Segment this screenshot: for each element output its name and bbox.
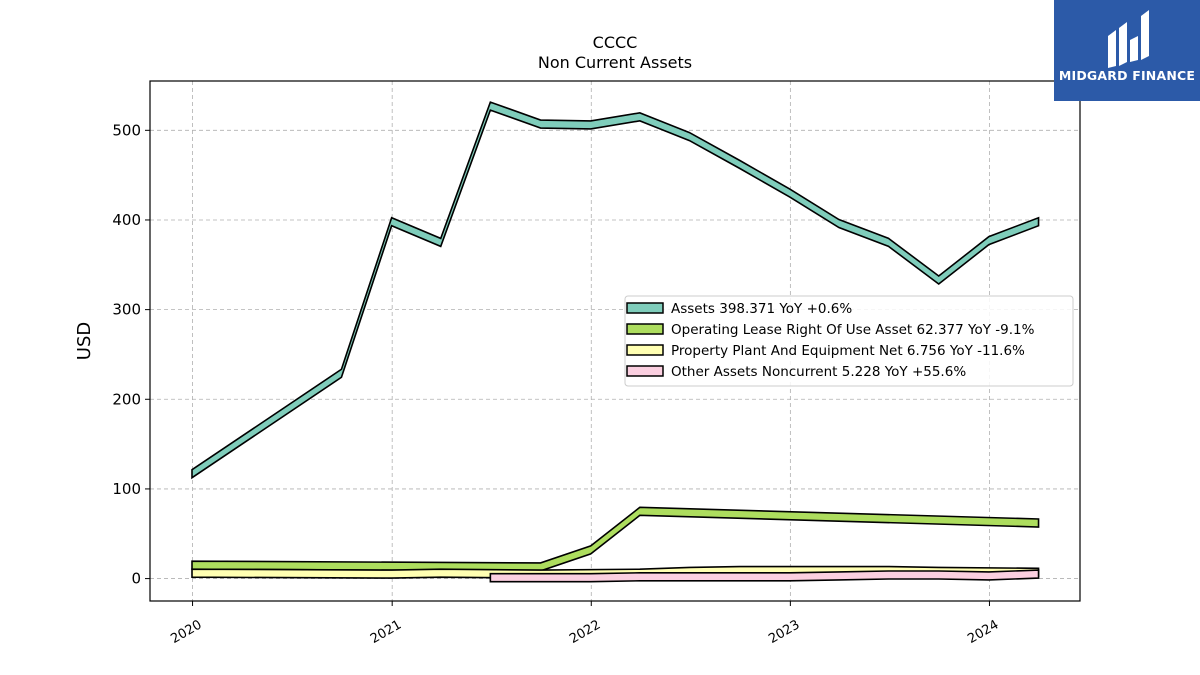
legend-swatch-0 xyxy=(626,302,664,314)
brand-logo: MIDGARD FINANCE xyxy=(1054,0,1200,101)
legend-label-3: Other Assets Noncurrent 5.228 YoY +55.6% xyxy=(671,364,966,380)
x-tick-label: 2024 xyxy=(965,617,1001,647)
chart-title: CCCC xyxy=(593,33,638,52)
legend-swatch-2 xyxy=(626,344,664,356)
legend-swatch-1 xyxy=(626,323,664,335)
x-tick-label: 2020 xyxy=(168,617,204,647)
plot-frame xyxy=(149,80,1081,602)
x-tick-label: 2021 xyxy=(368,617,404,647)
midgard-logo-icon xyxy=(1108,10,1149,68)
series-band-1 xyxy=(191,506,1040,572)
y-tick-label: 100 xyxy=(112,480,141,498)
x-tick-label: 2022 xyxy=(567,617,603,647)
chart-subtitle: Non Current Assets xyxy=(538,53,692,72)
legend: Assets 398.371 YoY +0.6% Operating Lease … xyxy=(624,295,1074,387)
legend-label-0: Assets 398.371 YoY +0.6% xyxy=(671,301,852,317)
legend-swatch-3 xyxy=(626,365,664,377)
series-band-0 xyxy=(191,101,1040,480)
y-tick-label: 200 xyxy=(112,390,141,408)
y-axis-label: USD xyxy=(74,322,95,360)
legend-frame xyxy=(624,295,1074,387)
x-tick-label: 2023 xyxy=(766,617,802,647)
y-tick-label: 500 xyxy=(112,121,141,139)
legend-label-1: Operating Lease Right Of Use Asset 62.37… xyxy=(671,322,1035,338)
series-layer xyxy=(191,101,1040,583)
y-tick-label: 0 xyxy=(131,570,141,588)
series-band-3 xyxy=(489,569,1040,583)
legend-label-2: Property Plant And Equipment Net 6.756 Y… xyxy=(671,343,1025,359)
y-tick-label: 300 xyxy=(112,301,141,319)
brand-name: MIDGARD FINANCE xyxy=(1058,68,1196,83)
y-tick-label: 400 xyxy=(112,211,141,229)
